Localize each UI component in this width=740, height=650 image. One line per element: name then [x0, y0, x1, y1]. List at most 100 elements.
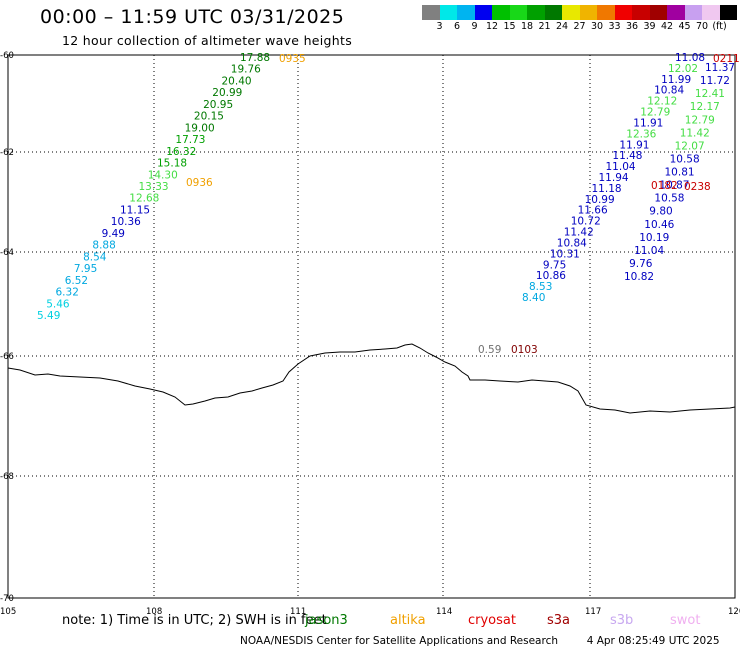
legend-tick-label: 42 — [660, 21, 674, 32]
satellite-name: cryosat — [468, 613, 516, 628]
legend-tick-label: (ft) — [712, 21, 727, 32]
swh-value-label: 11.04 — [634, 245, 664, 257]
legend-swatch — [562, 5, 580, 20]
credit-line: NOAA/NESDIS Center for Satellite Applica… — [240, 635, 720, 647]
swh-value-label: 13.33 — [139, 181, 169, 193]
lon-label: 108 — [146, 607, 162, 617]
swh-value-label: 10.84 — [557, 238, 587, 250]
swh-value-label: 11.15 — [120, 205, 150, 217]
swh-value-label: 12.79 — [685, 114, 715, 126]
legend-swatch — [527, 5, 545, 20]
swh-value-label: 11.08 — [675, 52, 705, 64]
legend-swatch — [684, 5, 702, 20]
color-legend — [422, 5, 737, 20]
legend-swatch — [614, 5, 632, 20]
legend-tick-label: 39 — [643, 21, 656, 32]
swh-value-label: 9.76 — [629, 258, 653, 270]
generated-timestamp: 4 Apr 08:25:49 UTC 2025 — [586, 635, 720, 647]
swh-value-label: 12.02 — [668, 63, 698, 75]
swh-value-label: 11.66 — [578, 205, 608, 217]
swh-value-label: 14.30 — [148, 169, 178, 181]
pass-time-label: 0238 — [684, 181, 711, 193]
satellite-name: altika — [390, 613, 426, 628]
lat-lon-grid: 105 108 111 114 117 120 -60 -62 -64 -66 -68 -70 — [0, 51, 740, 617]
legend-tick-label: 12 — [485, 21, 499, 32]
swh-value-label: 5.49 — [37, 310, 60, 322]
legend-swatch — [702, 5, 720, 20]
page-title: 00:00 – 11:59 UTC 03/31/2025 — [40, 6, 345, 28]
swh-value-label: 11.94 — [599, 172, 629, 184]
lat-label: -60 — [0, 51, 14, 61]
legend-swatch — [422, 5, 440, 20]
swh-value-label: 20.40 — [222, 76, 252, 88]
pass-time-label: 0182 — [651, 180, 678, 192]
swh-value-label: 11.91 — [619, 139, 649, 151]
swh-value-label: 10.99 — [585, 194, 615, 206]
lat-label: -68 — [0, 472, 14, 482]
swh-value-label: 9.75 — [543, 259, 566, 271]
lon-label: 117 — [585, 607, 601, 617]
lon-label: 114 — [436, 607, 452, 617]
swh-value-label: 12.12 — [647, 96, 677, 108]
swh-value-label: 19.00 — [185, 122, 215, 134]
swh-value-label: 10.19 — [639, 232, 669, 244]
legend-swatch — [667, 5, 685, 20]
legend-swatch — [597, 5, 615, 20]
swh-value-label: 10.58 — [670, 153, 700, 165]
swh-value-label: 11.91 — [633, 118, 663, 130]
satellite-name: swot — [670, 613, 701, 628]
swh-value-label: 10.36 — [111, 216, 141, 228]
swh-value-label: 8.53 — [529, 281, 552, 293]
swh-value-label: 0.59 — [478, 344, 501, 356]
legend-swatch — [474, 5, 492, 20]
lon-label: 105 — [0, 607, 16, 617]
swh-value-label: 17.73 — [175, 134, 205, 146]
swh-value-label: 10.46 — [644, 219, 674, 231]
legend-swatch — [509, 5, 527, 20]
swh-value-label: 15.18 — [157, 158, 187, 170]
legend-swatch — [579, 5, 597, 20]
swh-value-label: 11.48 — [612, 150, 642, 162]
legend-swatch — [457, 5, 475, 20]
legend-tick-label: 27 — [573, 21, 586, 32]
legend-tick-label: 9 — [471, 21, 478, 32]
swh-value-label: 9.80 — [649, 206, 672, 218]
swh-value-label: 6.32 — [56, 287, 79, 299]
page-subtitle: 12 hour collection of altimeter wave hei… — [62, 33, 353, 48]
swh-value-label: 12.79 — [640, 107, 670, 119]
swh-value-label: 11.04 — [606, 161, 636, 173]
lon-label: 120 — [728, 607, 740, 617]
legend-tick-label: 30 — [590, 21, 604, 32]
swh-value-label: 11.72 — [700, 75, 730, 87]
legend-tick-label: 21 — [538, 21, 551, 32]
footer-note: note: 1) Time is in UTC; 2) SWH is in fe… — [62, 613, 327, 628]
map-frame — [7, 54, 736, 599]
swh-value-label: 8.88 — [92, 240, 115, 252]
lat-label: -70 — [0, 594, 14, 604]
legend-tick-label: 36 — [625, 21, 639, 32]
swh-value-label: 11.42 — [564, 227, 594, 239]
swh-value-label: 6.52 — [65, 275, 88, 287]
swh-value-label: 19.76 — [231, 64, 261, 76]
swh-value-label: 12.36 — [626, 128, 656, 140]
swh-value-label: 10.84 — [654, 85, 684, 97]
swh-value-label: 20.95 — [203, 99, 233, 111]
legend-swatch — [649, 5, 667, 20]
swh-value-label: 20.15 — [194, 111, 224, 123]
swh-value-label: 10.58 — [654, 193, 684, 205]
legend-tick-label: 33 — [608, 21, 621, 32]
legend-tick-label: 18 — [520, 21, 534, 32]
satellite-name: s3b — [610, 613, 634, 628]
legend-tick-label: 3 — [436, 21, 443, 32]
swh-value-label: 10.81 — [665, 167, 695, 179]
swh-value-label: 17.88 — [240, 52, 270, 64]
satellite-name: jason3 — [305, 613, 348, 628]
swh-value-label: 11.42 — [680, 127, 710, 139]
legend-tick-label: 24 — [555, 21, 569, 32]
swh-value-label: 16.32 — [166, 146, 196, 158]
swh-value-label: 11.18 — [592, 183, 622, 195]
swh-value-label: 11.37 — [705, 62, 735, 74]
swh-value-label: 12.68 — [129, 193, 159, 205]
lat-label: -64 — [0, 248, 14, 258]
